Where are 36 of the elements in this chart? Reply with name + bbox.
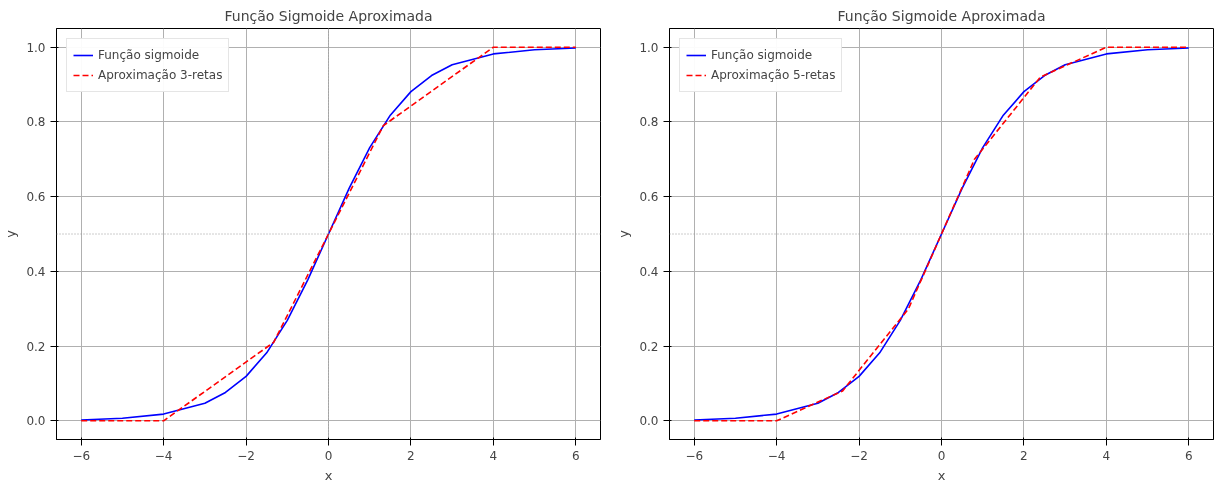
x-tick-label: 2 <box>407 448 415 463</box>
x-tick-label: 4 <box>1102 448 1111 463</box>
y-tick-label: 0.8 <box>26 115 46 130</box>
x-tick-label: 0 <box>324 448 333 463</box>
legend-label: Aproximação 3-retas <box>98 68 223 82</box>
legend-label: Função sigmoide <box>98 48 200 62</box>
y-tick-label: 0.0 <box>26 414 46 429</box>
x-tick-label: 6 <box>571 448 580 463</box>
y-tick-label: 0.2 <box>639 339 659 354</box>
x-tick-label: −4 <box>767 448 786 463</box>
x-tick-label: −4 <box>154 448 173 463</box>
y-tick-label: 0.6 <box>639 190 659 205</box>
chart-title: Função Sigmoide Aproximada <box>837 7 1046 24</box>
x-axis-title: x <box>324 467 333 483</box>
x-tick-label: −2 <box>237 448 255 463</box>
x-axis-title: x <box>937 467 946 483</box>
y-tick-label: 0.4 <box>26 264 46 279</box>
x-tick-label: −6 <box>685 448 704 463</box>
x-tick-label: 2 <box>1020 448 1028 463</box>
chart-title: Função Sigmoide Aproximada <box>224 7 433 24</box>
y-tick-label: 1.0 <box>26 40 46 55</box>
x-tick-label: 6 <box>1184 448 1193 463</box>
y-tick-label: 0.8 <box>639 115 659 130</box>
x-tick-label: −2 <box>850 448 868 463</box>
y-axis-title: y <box>616 229 632 238</box>
y-tick-label: 0.6 <box>26 190 46 205</box>
x-tick-label: −6 <box>72 448 91 463</box>
y-axis-title: y <box>3 229 19 238</box>
x-tick-label: 4 <box>489 448 498 463</box>
y-tick-label: 0.4 <box>639 264 659 279</box>
legend-label: Aproximação 5-retas <box>711 68 836 82</box>
y-tick-label: 0.0 <box>639 414 659 429</box>
x-tick-label: 0 <box>937 448 946 463</box>
legend-label: Função sigmoide <box>711 48 813 62</box>
y-tick-label: 0.2 <box>26 339 46 354</box>
y-tick-label: 1.0 <box>639 40 659 55</box>
